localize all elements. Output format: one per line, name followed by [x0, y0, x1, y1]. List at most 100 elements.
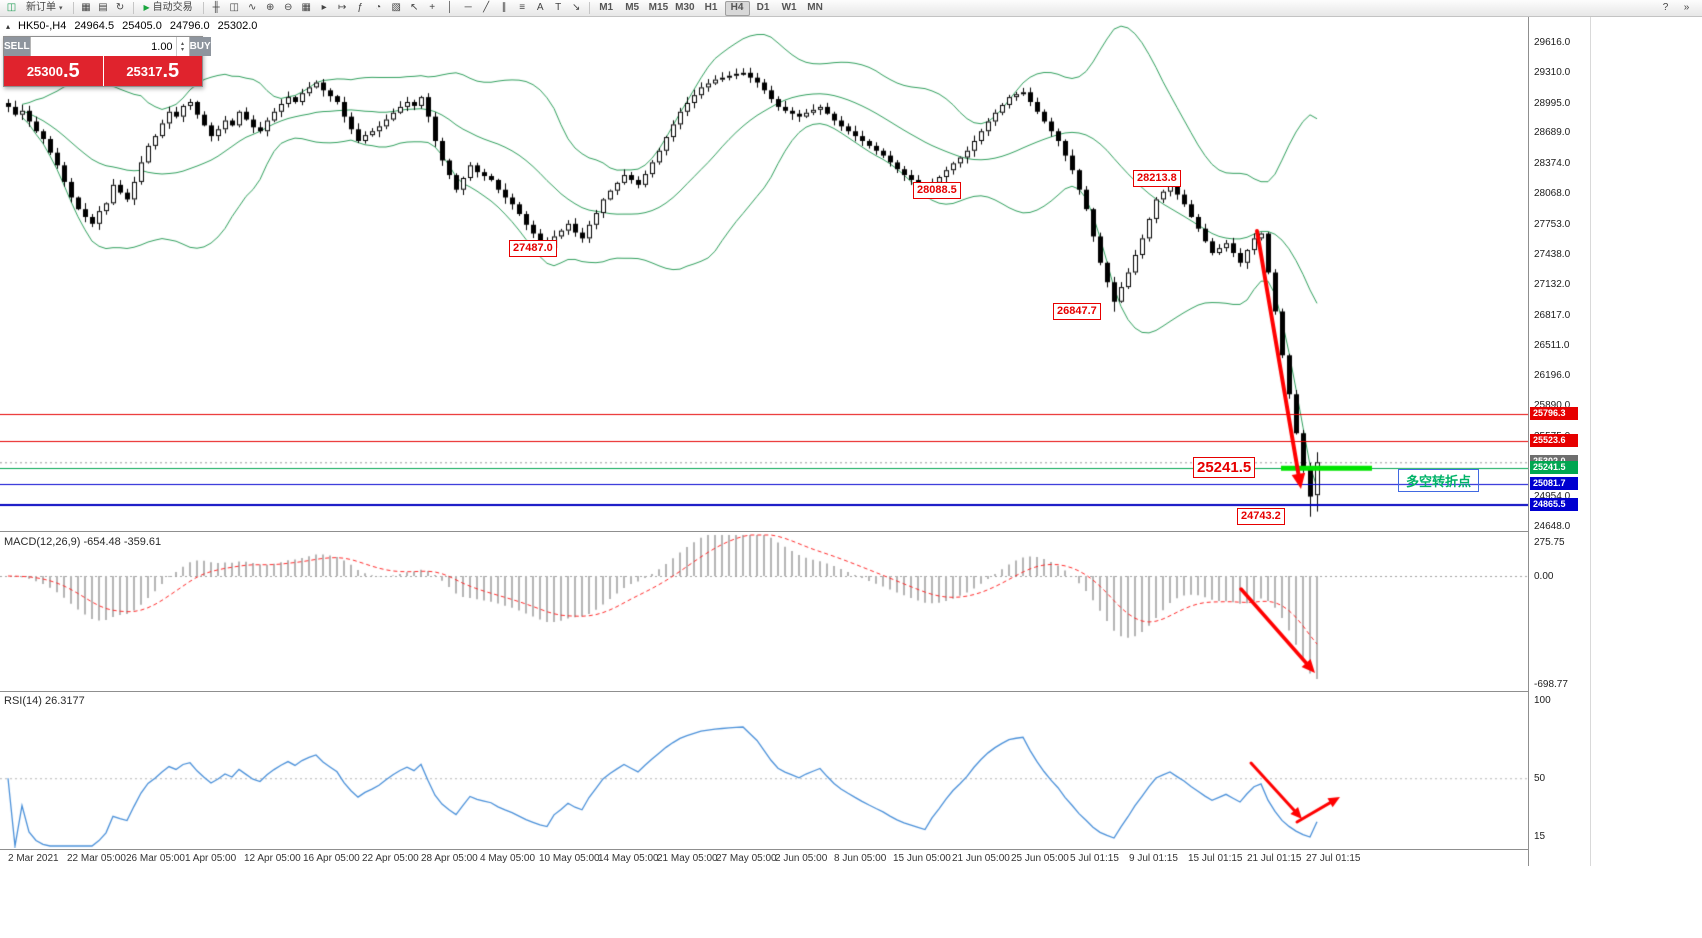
- channel-icon[interactable]: ∥: [501, 2, 507, 13]
- fibonacci-icon[interactable]: ≡: [519, 2, 526, 13]
- stepper-up-icon[interactable]: ▴: [181, 40, 185, 47]
- price-chart-canvas[interactable]: [0, 14, 1528, 531]
- time-tick: 9 Jul 01:15: [1129, 853, 1178, 864]
- macd-canvas[interactable]: [0, 533, 1528, 690]
- rsi-panel-divider[interactable]: [0, 691, 1577, 692]
- buy-button[interactable]: 25317.5: [103, 56, 202, 86]
- indicators-icon[interactable]: ƒ: [357, 2, 363, 13]
- time-tick: 8 Jun 05:00: [834, 853, 887, 864]
- new-chart-icon[interactable]: ▦: [81, 2, 91, 13]
- chevron-down-icon: ▾: [59, 4, 63, 12]
- price-tick: 24648.0: [1534, 521, 1571, 532]
- price-tick: 28068.0: [1534, 187, 1571, 199]
- time-tick: 1 Apr 05:00: [185, 853, 237, 864]
- bar-chart-mode-icon[interactable]: ╫: [212, 2, 220, 13]
- price-tick: 28995.0: [1534, 97, 1571, 109]
- cursor-icon[interactable]: ↖: [409, 2, 419, 13]
- volume-input[interactable]: [30, 37, 176, 56]
- price-label-28213[interactable]: 28213.8: [1133, 169, 1181, 187]
- candlestick-mode-icon[interactable]: ◫: [229, 2, 239, 13]
- new-order-label: 新订单: [26, 2, 56, 13]
- time-axis[interactable]: 2 Mar 2021 22 Mar 05:00 26 Mar 05:00 1 Apr …: [0, 849, 1577, 866]
- stepper-down-icon[interactable]: ▾: [181, 46, 185, 53]
- zoom-out-icon[interactable]: ⊖: [283, 2, 293, 13]
- auto-scroll-icon[interactable]: ▸: [321, 2, 327, 13]
- quote-low: 24796.0: [169, 20, 210, 32]
- toolbar-separator: [72, 2, 74, 14]
- macd-panel-divider[interactable]: [0, 531, 1577, 532]
- help-icon[interactable]: ?: [1662, 2, 1669, 13]
- volume-stepper[interactable]: ▴ ▾: [175, 37, 189, 56]
- time-tick: 2 Mar 2021: [8, 853, 59, 864]
- time-tick: 26 Mar 05:00: [126, 853, 185, 864]
- time-tick: 2 Jun 05:00: [775, 853, 828, 864]
- price-label-27487[interactable]: 27487.0: [509, 240, 557, 258]
- cycles-icon[interactable]: ◔: [375, 2, 382, 13]
- price-label-24743[interactable]: 24743.2: [1237, 507, 1285, 525]
- timeframe-w1-button[interactable]: W1: [781, 2, 797, 13]
- time-tick: 15 Jul 01:15: [1188, 853, 1243, 864]
- price-tick: 26817.0: [1534, 309, 1571, 321]
- main-toolbar: ◫ 新订单 ▾ ▦ ▤ ↻ ▶ 自动交易 ╫ ◫ ∿ ⊕ ⊖ ▦ ▸ ↦ ƒ ◔ ▧ ↖ + │ ─ ╱ ∥ ≡ A T ↘…: [0, 0, 1702, 17]
- tile-windows-icon[interactable]: ▦: [301, 2, 311, 13]
- toolbar-overflow-icon[interactable]: »: [1683, 2, 1690, 13]
- rsi-label: RSI(14) 26.3177: [4, 695, 85, 707]
- price-tick: 26511.0: [1534, 339, 1570, 351]
- time-tick: 22 Mar 05:00: [67, 853, 126, 864]
- buy-header[interactable]: BUY: [189, 37, 211, 56]
- text-label-icon[interactable]: T: [555, 2, 562, 13]
- sell-button[interactable]: 25300.5: [4, 56, 104, 86]
- rsi-canvas[interactable]: [0, 692, 1528, 848]
- candlestick-chart-icon[interactable]: ◫: [6, 2, 17, 13]
- price-label-25241[interactable]: 25241.5: [1193, 457, 1256, 479]
- time-tick: 16 Apr 05:00: [303, 853, 360, 864]
- time-tick: 12 Apr 05:00: [244, 853, 301, 864]
- timeframe-h1-button[interactable]: H1: [704, 2, 718, 13]
- price-label-26847[interactable]: 26847.7: [1053, 302, 1101, 320]
- price-tag: 25796.3: [1530, 407, 1578, 421]
- sell-header[interactable]: SELL: [4, 37, 30, 56]
- price-axis[interactable]: 29616.0 29310.0 28995.0 28689.0 28374.0 28068…: [1528, 14, 1590, 866]
- timeframe-m15-button[interactable]: M15: [648, 2, 669, 13]
- price-tick: 27132.0: [1534, 279, 1571, 290]
- crosshair-icon[interactable]: +: [429, 2, 436, 13]
- price-tick: 29616.0: [1534, 37, 1571, 48]
- timeframe-m30-button[interactable]: M30: [675, 2, 695, 13]
- timeframe-mn-button[interactable]: MN: [807, 2, 823, 13]
- horizontal-line-icon[interactable]: ─: [464, 2, 472, 13]
- tools-group: ╫ ◫ ∿ ⊕ ⊖ ▦ ▸ ↦ ƒ ◔ ▧ ↖ + │ ─ ╱ ∥ ≡ A T ↘: [208, 1, 585, 16]
- refresh-icon[interactable]: ↻: [115, 2, 125, 13]
- price-tag: 25241.5: [1530, 461, 1578, 475]
- arrows-tool-icon[interactable]: ↘: [571, 2, 581, 13]
- text-icon[interactable]: A: [536, 2, 544, 13]
- time-tick: 28 Apr 05:00: [421, 853, 478, 864]
- chart-shift-icon[interactable]: ↦: [337, 2, 347, 13]
- time-tick: 21 Jul 01:15: [1247, 853, 1302, 864]
- new-order-button[interactable]: 新订单 ▾: [20, 1, 69, 16]
- sell-price-int: 25300: [26, 63, 63, 79]
- time-tick: 4 May 05:00: [480, 853, 536, 864]
- zoom-in-icon[interactable]: ⊕: [265, 2, 275, 13]
- price-tag: 24865.5: [1530, 497, 1578, 511]
- toolbar-separator: [132, 2, 134, 14]
- price-label-28088[interactable]: 28088.5: [913, 181, 961, 199]
- macd-scale-tick: 0.00: [1534, 571, 1554, 582]
- timeframe-m1-button[interactable]: M1: [599, 2, 614, 13]
- vertical-line-icon[interactable]: │: [447, 2, 454, 13]
- timeframe-d1-button[interactable]: D1: [756, 2, 770, 13]
- timeframe-h4-button[interactable]: H4: [724, 0, 750, 16]
- trendline-icon[interactable]: ╱: [483, 2, 490, 13]
- templates-icon[interactable]: ▧: [391, 2, 401, 13]
- annotation-note[interactable]: 多空转折点: [1398, 469, 1480, 492]
- timeframe-m5-button[interactable]: M5: [625, 2, 640, 13]
- auto-trading-button[interactable]: ▶ 自动交易: [138, 1, 199, 16]
- rsi-scale-tick: 100: [1534, 695, 1551, 706]
- profiles-icon[interactable]: ▤: [98, 2, 108, 13]
- line-chart-mode-icon[interactable]: ∿: [247, 2, 257, 13]
- window-icons-group: ▦ ▤ ↻: [78, 1, 129, 16]
- window-edge: [1590, 14, 1591, 866]
- time-tick: 27 Jul 01:15: [1306, 853, 1361, 864]
- quote-bar: ▴ HK50-,H4 24964.5 25405.0 24796.0 25302…: [6, 20, 257, 32]
- macd-scale-tick: 275.75: [1534, 537, 1565, 548]
